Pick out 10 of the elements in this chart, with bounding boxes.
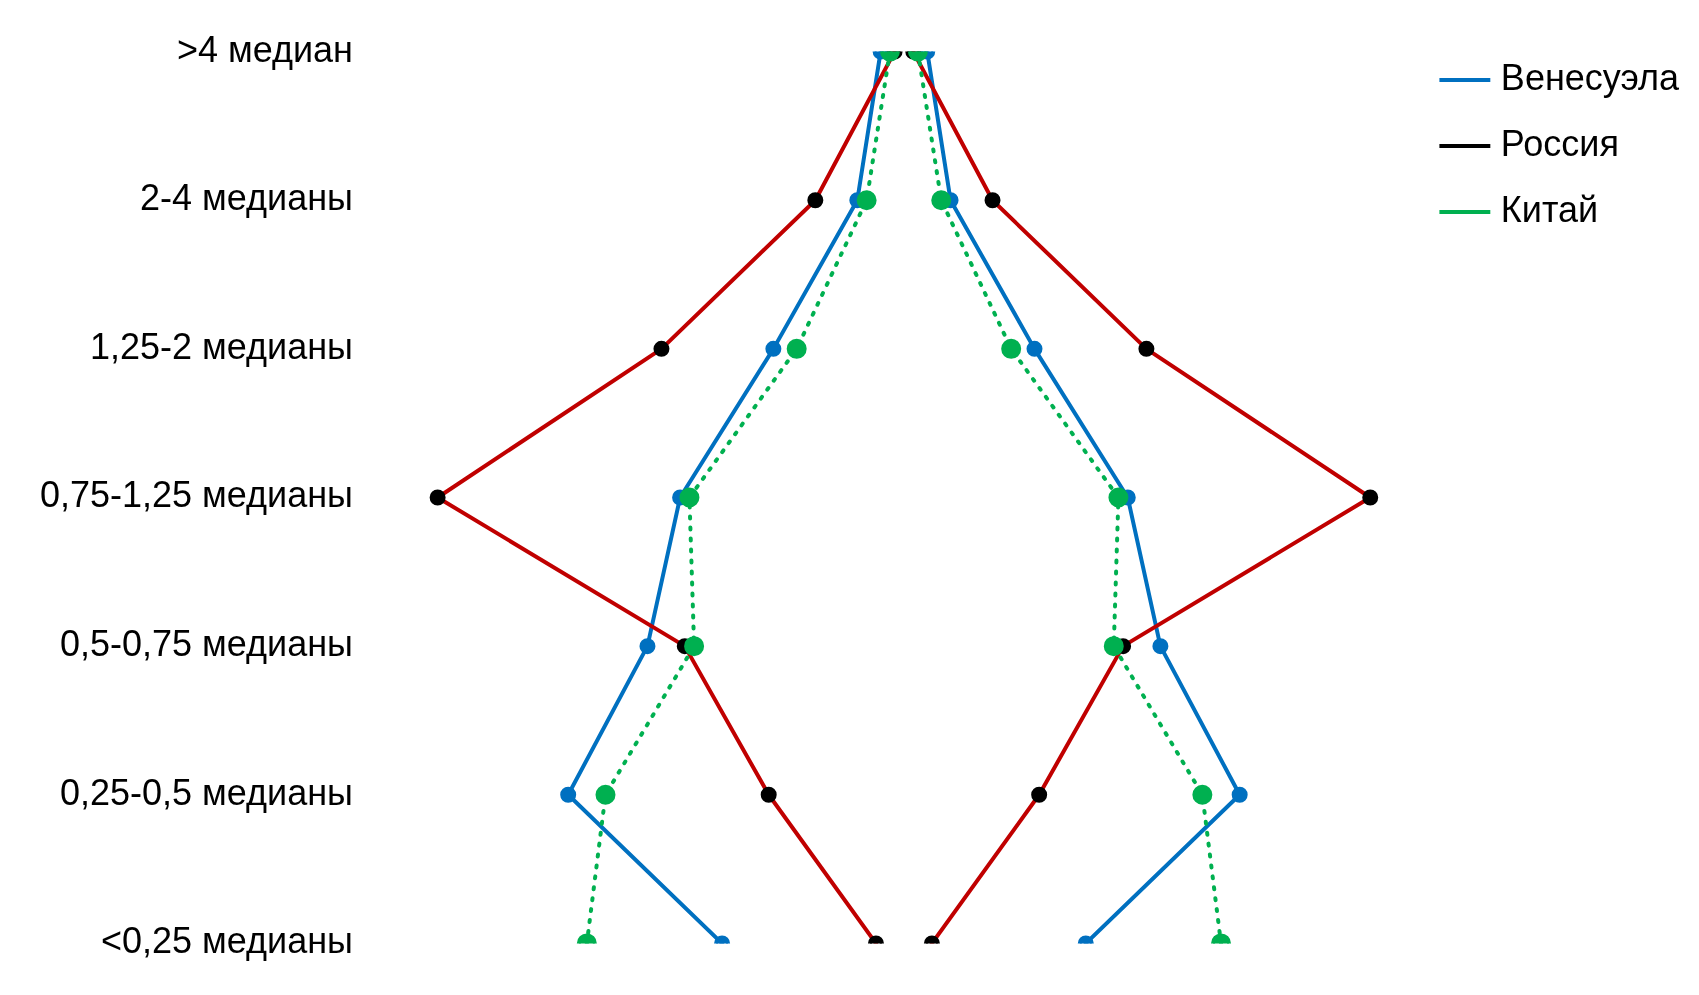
y-tick-label: 1,25-2 медианы <box>90 325 353 367</box>
legend-label: Венесуэла <box>1500 56 1680 98</box>
y-tick-label: 2-4 медианы <box>140 177 353 219</box>
y-tick-label: 0,5-0,75 медианы <box>60 623 353 665</box>
legend-label: Китай <box>1500 188 1599 230</box>
y-tick-label: 0,25-0,5 медианы <box>60 771 353 813</box>
y-tick-label: <0,25 медианы <box>101 920 353 962</box>
y-tick-label: 0,75-1,25 медианы <box>40 474 353 516</box>
y-tick-label: >4 медиан <box>176 28 353 70</box>
legend-label: Россия <box>1500 122 1619 164</box>
